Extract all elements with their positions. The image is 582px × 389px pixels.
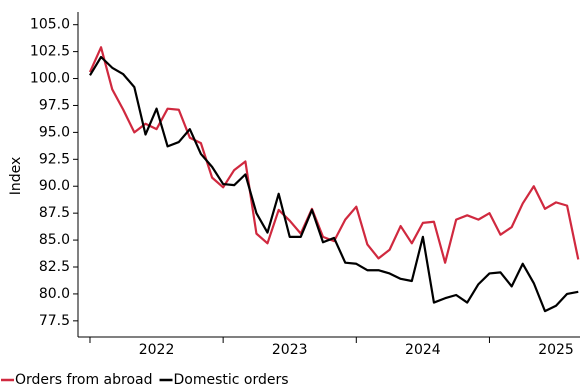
line [88,46,580,264]
line [89,55,579,313]
y-tick-label: 95.0 [39,124,70,140]
y-tick-label: 77.5 [39,313,70,329]
y-axis-label: Index [8,157,24,196]
y-tick-label: 90.0 [39,178,70,194]
y-tick-label: 82.5 [39,259,70,275]
y-tick-label: 92.5 [39,151,70,167]
legend-label: Domestic orders [174,372,289,388]
x-tick-label: 2023 [272,342,308,358]
y-tick-label: 87.5 [39,205,70,221]
y-tick-label: 100.0 [30,71,70,87]
y-tick-label: 105.0 [30,17,70,33]
y-tick-label: 80.0 [39,286,70,302]
x-tick-label: 2022 [139,342,175,358]
y-tick-label: 85.0 [39,232,70,248]
y-tick-label: 97.5 [39,97,70,113]
x-tick-label: 2025 [538,342,574,358]
x-tick-label: 2024 [405,342,441,358]
y-tick-label: 102.5 [30,44,70,60]
legend-label: Orders from abroad [15,372,153,388]
